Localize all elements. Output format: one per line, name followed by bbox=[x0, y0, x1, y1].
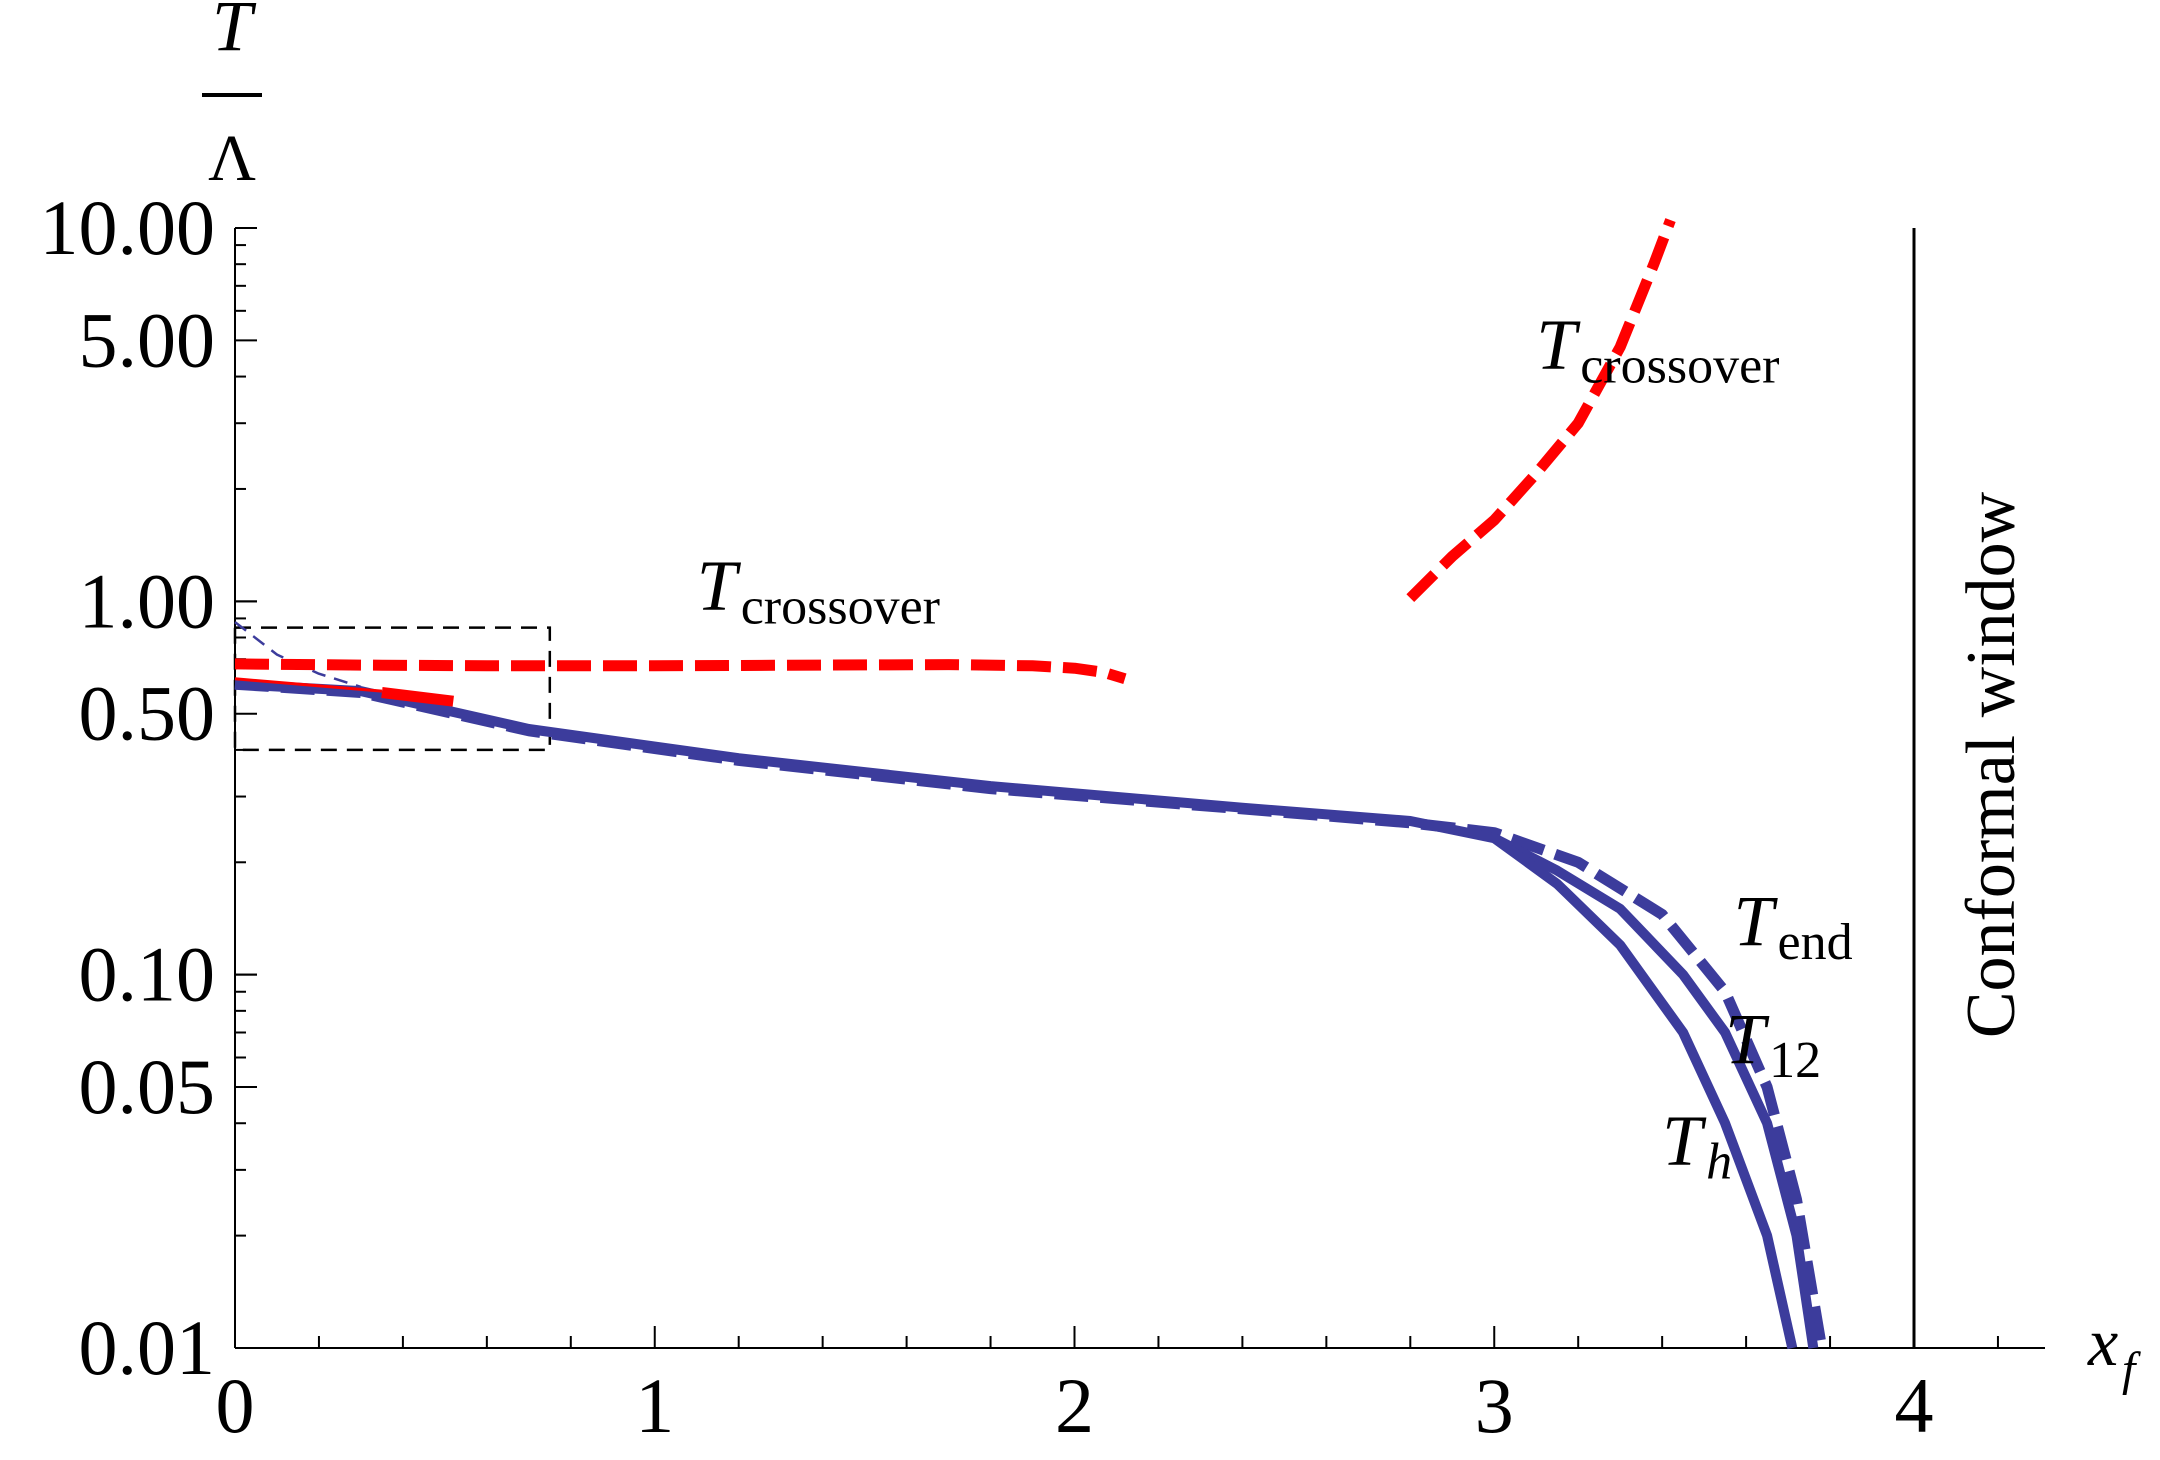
series-t-crossover-low bbox=[234, 658, 1127, 685]
series-red-segment bbox=[381, 687, 454, 707]
annotation-main: T bbox=[1662, 1101, 1707, 1181]
x-tick-label: 4 bbox=[1895, 1362, 1934, 1449]
y-label-denominator: Λ bbox=[208, 122, 256, 195]
series-group bbox=[234, 218, 1828, 1350]
annotation-main: T bbox=[1536, 305, 1581, 385]
y-tick-label: 10.00 bbox=[40, 184, 216, 271]
annotation-main: T bbox=[1734, 881, 1779, 961]
y-label-numerator: T bbox=[212, 0, 257, 66]
y-tick-label: 0.05 bbox=[79, 1043, 216, 1130]
x-axis-label: x f bbox=[2087, 1304, 2141, 1396]
conformal-window-label: Conformal window bbox=[1953, 491, 2030, 1038]
y-tick-label: 0.01 bbox=[79, 1304, 216, 1391]
x-label-sub: f bbox=[2122, 1343, 2141, 1396]
series-t-crossover-high bbox=[1406, 218, 1676, 602]
x-tick-label: 3 bbox=[1475, 1362, 1514, 1449]
x-tick-label: 0 bbox=[216, 1362, 255, 1449]
annotation-main: T bbox=[1725, 999, 1770, 1079]
annotation-t-12: T 12 bbox=[1725, 999, 1821, 1089]
annotation-sub: crossover bbox=[1580, 338, 1779, 395]
series-thin-dashed-blue bbox=[234, 621, 362, 689]
x-label-main: x bbox=[2087, 1304, 2118, 1380]
x-tick-label: 1 bbox=[635, 1362, 674, 1449]
y-tick-label: 0.10 bbox=[79, 931, 216, 1018]
annotation-sub: end bbox=[1778, 914, 1853, 971]
y-tick-label: 0.50 bbox=[79, 670, 216, 757]
series-thin-red bbox=[234, 677, 383, 693]
annotation-sub: 12 bbox=[1769, 1032, 1821, 1089]
y-tick-label: 5.00 bbox=[79, 296, 216, 383]
series-t-h bbox=[234, 679, 1798, 1350]
annotation-sub: h bbox=[1706, 1134, 1732, 1191]
y-axis-label: T Λ bbox=[202, 0, 262, 195]
annotation-main: T bbox=[697, 546, 742, 626]
axes bbox=[234, 228, 2045, 1349]
series-t-end bbox=[234, 678, 1828, 1349]
series-t-12 bbox=[1492, 833, 1819, 1349]
y-tick-label: 1.00 bbox=[79, 557, 216, 644]
x-tick-label: 2 bbox=[1055, 1362, 1094, 1449]
ticks bbox=[234, 227, 1999, 1349]
tick-labels: 0 1 2 3 410.005.001.000.500.100.050.01 bbox=[40, 184, 1934, 1449]
annotation-sub: crossover bbox=[741, 579, 940, 636]
